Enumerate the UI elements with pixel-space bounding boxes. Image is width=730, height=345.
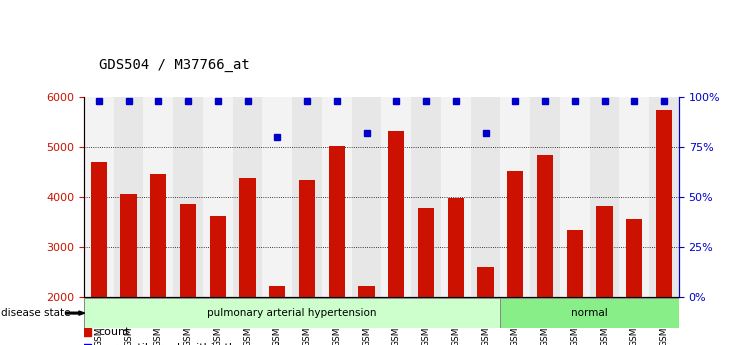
Bar <box>239 178 255 345</box>
Bar <box>358 286 374 345</box>
Bar <box>352 97 381 297</box>
Bar <box>143 97 173 297</box>
Text: count: count <box>99 327 131 337</box>
Bar <box>501 97 530 297</box>
Text: GDS504 / M37766_at: GDS504 / M37766_at <box>99 58 250 72</box>
Bar <box>626 219 642 345</box>
Bar <box>656 110 672 345</box>
Bar <box>566 230 583 345</box>
Bar <box>299 180 315 345</box>
Bar <box>590 97 619 297</box>
Bar <box>530 97 560 297</box>
Bar <box>471 97 501 297</box>
Bar <box>91 161 107 345</box>
Bar <box>477 267 493 345</box>
Bar <box>210 216 226 345</box>
Bar <box>269 286 285 345</box>
Bar <box>560 97 590 297</box>
Bar <box>501 298 679 328</box>
Bar <box>120 194 137 345</box>
Bar <box>322 97 352 297</box>
Bar <box>328 146 345 345</box>
Bar <box>84 298 501 328</box>
Bar <box>292 97 322 297</box>
Bar <box>441 97 471 297</box>
Bar <box>381 97 411 297</box>
Bar <box>180 204 196 345</box>
Bar <box>150 174 166 345</box>
Text: pulmonary arterial hypertension: pulmonary arterial hypertension <box>207 308 377 318</box>
Bar <box>203 97 233 297</box>
Bar <box>233 97 263 297</box>
Text: disease state: disease state <box>1 308 71 318</box>
Bar <box>418 208 434 345</box>
Text: normal: normal <box>572 308 608 318</box>
Bar <box>619 97 649 297</box>
Bar <box>173 97 203 297</box>
Bar <box>507 171 523 345</box>
Bar <box>84 97 114 297</box>
Bar <box>447 198 464 345</box>
Bar <box>537 155 553 345</box>
Text: percentile rank within the sample: percentile rank within the sample <box>99 343 287 345</box>
Bar <box>114 97 143 297</box>
Bar <box>263 97 292 297</box>
Bar <box>411 97 441 297</box>
Bar <box>596 206 612 345</box>
Bar <box>649 97 679 297</box>
Bar <box>388 131 404 345</box>
